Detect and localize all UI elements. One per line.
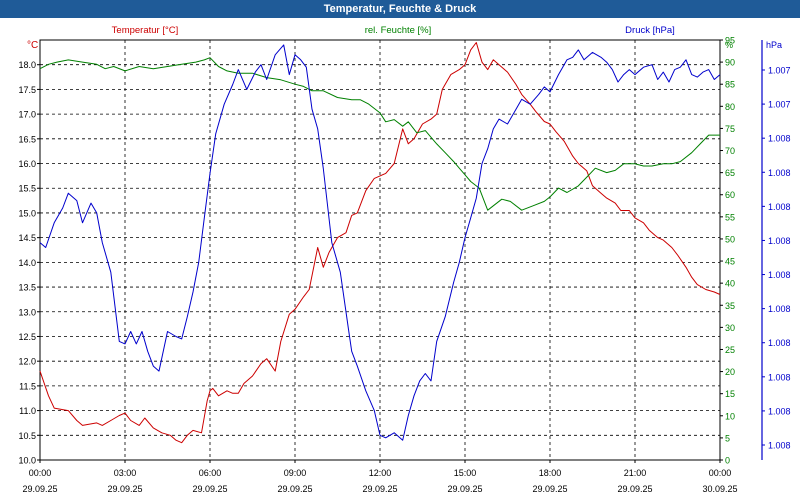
humidity-tick-label: 0 — [725, 456, 730, 466]
humidity-tick-label: 5 — [725, 433, 730, 443]
x-tick-time: 00:00 — [709, 468, 732, 478]
pressure-line — [39, 44, 721, 441]
x-tick-date: 29.09.25 — [532, 484, 567, 494]
temperature-line — [39, 42, 721, 444]
temp-tick-label: 10.5 — [18, 431, 36, 441]
temp-axis-unit: °C — [27, 40, 38, 51]
temp-tick-label: 13.5 — [18, 283, 36, 293]
x-tick-date: 29.09.25 — [447, 484, 482, 494]
humidity-tick-label: 45 — [725, 257, 735, 267]
pressure-tick-label: 1.008 — [768, 372, 791, 382]
legend-label: Temperatur [°C] — [112, 25, 179, 36]
temp-tick-label: 18.0 — [18, 60, 36, 70]
humidity-tick-label: 35 — [725, 301, 735, 311]
pressure-tick-label: 1.008 — [768, 134, 791, 144]
humidity-line — [39, 57, 720, 211]
legend-label: Druck [hPa] — [625, 25, 675, 36]
temp-tick-label: 17.0 — [18, 110, 36, 120]
temp-tick-label: 15.5 — [18, 184, 36, 194]
temp-tick-label: 16.0 — [18, 159, 36, 169]
humidity-tick-label: 90 — [725, 58, 735, 68]
x-tick-date: 30.09.25 — [702, 484, 737, 494]
temp-tick-label: 10.0 — [18, 456, 36, 466]
humidity-axis-unit: % — [725, 40, 733, 50]
x-tick-date: 29.09.25 — [107, 484, 142, 494]
x-tick-time: 21:00 — [624, 468, 647, 478]
x-tick-time: 00:00 — [29, 468, 52, 478]
temp-tick-label: 13.0 — [18, 307, 36, 317]
temp-tick-label: 15.0 — [18, 208, 36, 218]
temp-tick-label: 12.0 — [18, 357, 36, 367]
pressure-tick-label: 1.008 — [768, 236, 791, 246]
temp-tick-label: 16.5 — [18, 134, 36, 144]
pressure-tick-label: 1.007 — [768, 100, 791, 110]
pressure-tick-label: 1.008 — [768, 406, 791, 416]
humidity-tick-label: 30 — [725, 323, 735, 333]
x-tick-time: 06:00 — [199, 468, 222, 478]
x-tick-date: 29.09.25 — [277, 484, 312, 494]
humidity-tick-label: 15 — [725, 389, 735, 399]
temp-tick-label: 17.5 — [18, 85, 36, 95]
pressure-tick-label: 1.008 — [768, 202, 791, 212]
humidity-tick-label: 55 — [725, 212, 735, 222]
x-tick-time: 03:00 — [114, 468, 137, 478]
pressure-tick-label: 1.008 — [768, 168, 791, 178]
humidity-tick-label: 75 — [725, 124, 735, 134]
x-tick-date: 29.09.25 — [362, 484, 397, 494]
pressure-axis-unit: hPa — [766, 40, 782, 50]
humidity-tick-label: 70 — [725, 146, 735, 156]
temp-tick-label: 14.5 — [18, 233, 36, 243]
pressure-tick-label: 1.008 — [768, 304, 791, 314]
humidity-tick-label: 50 — [725, 234, 735, 244]
x-tick-date: 29.09.25 — [617, 484, 652, 494]
temp-tick-label: 12.5 — [18, 332, 36, 342]
temp-tick-label: 11.5 — [19, 381, 36, 391]
chart-title: Temperatur, Feuchte & Druck — [0, 0, 800, 18]
humidity-tick-label: 95 — [725, 36, 735, 46]
humidity-tick-label: 10 — [725, 411, 735, 421]
x-tick-time: 12:00 — [369, 468, 392, 478]
humidity-tick-label: 25 — [725, 345, 735, 355]
temp-tick-label: 11.0 — [19, 406, 36, 416]
pressure-tick-label: 1.007 — [768, 66, 791, 76]
humidity-tick-label: 40 — [725, 279, 735, 289]
pressure-tick-label: 1.008 — [768, 270, 791, 280]
humidity-tick-label: 80 — [725, 102, 735, 112]
humidity-tick-label: 85 — [725, 80, 735, 90]
x-tick-time: 09:00 — [284, 468, 307, 478]
temp-tick-label: 14.0 — [18, 258, 36, 268]
x-tick-time: 15:00 — [454, 468, 477, 478]
pressure-tick-label: 1.008 — [768, 338, 791, 348]
x-tick-date: 29.09.25 — [22, 484, 57, 494]
humidity-tick-label: 65 — [725, 168, 735, 178]
legend-label: rel. Feuchte [%] — [365, 25, 432, 36]
humidity-tick-label: 60 — [725, 190, 735, 200]
pressure-tick-label: 1.008 — [768, 441, 791, 451]
x-tick-date: 29.09.25 — [192, 484, 227, 494]
x-tick-time: 18:00 — [539, 468, 562, 478]
humidity-tick-label: 20 — [725, 367, 735, 377]
